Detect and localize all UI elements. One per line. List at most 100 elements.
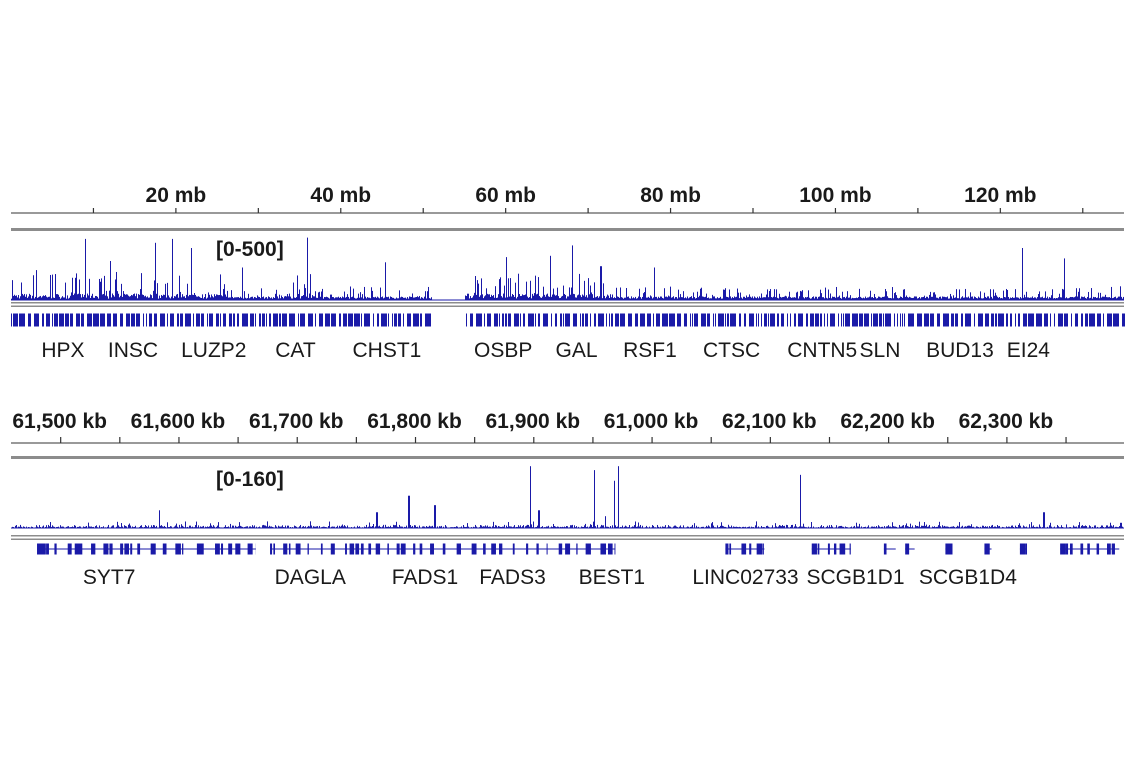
signal-bar xyxy=(468,526,469,528)
signal-bar xyxy=(769,291,770,300)
signal-bar xyxy=(958,526,959,528)
gene-feature-block xyxy=(580,313,581,327)
signal-bar xyxy=(1094,297,1095,300)
signal-bar xyxy=(268,296,269,300)
signal-bar xyxy=(1078,525,1079,528)
signal-bar xyxy=(592,294,593,300)
signal-bar xyxy=(272,298,273,300)
signal-bar xyxy=(753,298,754,300)
signal-bar xyxy=(761,293,762,300)
signal-bar xyxy=(767,289,768,300)
chromosome-view-panel: 20 mb 40 mb 60 mb 80 mb 100 mb 120 mb[0-500]H… xyxy=(11,184,1125,362)
signal-bar xyxy=(1077,296,1078,300)
signal-bar xyxy=(741,297,742,300)
signal-bar xyxy=(827,525,828,528)
signal-bar xyxy=(367,297,368,300)
signal-bar xyxy=(723,526,724,528)
gene-feature-block xyxy=(19,313,25,327)
signal-bar xyxy=(1041,297,1042,300)
signal-bar xyxy=(246,526,247,528)
signal-bar xyxy=(1064,258,1065,300)
signal-bar xyxy=(54,297,55,300)
signal-bar xyxy=(590,285,591,300)
signal-bar xyxy=(798,298,799,300)
signal-bar xyxy=(523,295,524,300)
signal-bar xyxy=(226,296,227,300)
signal-bar xyxy=(474,292,475,300)
signal-bar xyxy=(987,296,988,300)
signal-bar xyxy=(581,297,582,300)
signal-bar xyxy=(176,294,177,300)
signal-bar xyxy=(737,526,738,528)
gene-feature-block xyxy=(1010,313,1012,327)
signal-bar xyxy=(475,275,476,300)
signal-bar xyxy=(77,526,78,528)
signal-bar xyxy=(370,298,371,300)
signal-bar xyxy=(387,297,388,300)
signal-bar xyxy=(571,525,572,528)
signal-bar xyxy=(666,296,667,300)
gene-feature-block xyxy=(824,313,825,327)
signal-bar xyxy=(633,297,634,300)
signal-bar xyxy=(19,298,20,300)
gene-exon-block xyxy=(817,543,820,555)
ruler-tick-label: 40 mb xyxy=(310,184,371,207)
signal-bar xyxy=(326,296,327,300)
signal-bar xyxy=(238,297,239,300)
signal-bar xyxy=(675,525,676,528)
signal-bar xyxy=(728,297,729,300)
signal-bar xyxy=(499,279,500,300)
signal-bar xyxy=(841,525,842,528)
gene-exon-block xyxy=(729,543,732,555)
signal-bar xyxy=(509,296,510,300)
signal-bar xyxy=(959,522,960,528)
signal-bar xyxy=(401,526,402,528)
signal-bar xyxy=(797,291,798,300)
signal-bar xyxy=(683,525,684,528)
signal-bar xyxy=(652,525,653,528)
signal-bar xyxy=(574,294,575,300)
signal-bar xyxy=(970,526,971,528)
signal-bar xyxy=(284,296,285,300)
signal-bar xyxy=(749,294,750,300)
signal-bar xyxy=(336,526,337,528)
gene-feature-block xyxy=(149,313,152,327)
signal-bar xyxy=(876,526,877,528)
signal-bar xyxy=(935,294,936,300)
signal-bar xyxy=(660,296,661,300)
gene-feature-block xyxy=(160,313,165,327)
gene-feature-block xyxy=(815,313,819,327)
signal-bar xyxy=(909,296,910,300)
signal-bar xyxy=(697,291,698,300)
signal-bar xyxy=(524,295,525,300)
signal-bar xyxy=(975,297,976,300)
signal-bar xyxy=(662,526,663,528)
signal-bar xyxy=(50,522,51,528)
signal-bar xyxy=(426,526,427,528)
signal-bar xyxy=(932,296,933,300)
signal-bar xyxy=(17,297,18,300)
signal-bar xyxy=(70,295,71,300)
signal-bar xyxy=(429,298,430,300)
signal-bar xyxy=(94,297,95,300)
gene-feature-block xyxy=(193,313,194,327)
signal-bar xyxy=(626,287,627,300)
signal-bar xyxy=(893,298,894,300)
signal-bar xyxy=(1048,298,1049,300)
signal-bar xyxy=(167,522,168,528)
signal-bar xyxy=(995,526,996,528)
signal-bar xyxy=(128,524,129,528)
signal-bar xyxy=(130,525,131,528)
signal-bar xyxy=(96,296,97,300)
signal-bar xyxy=(853,526,854,528)
signal-bar xyxy=(513,295,514,300)
gene-exon-block xyxy=(396,543,400,555)
signal-bar xyxy=(965,288,966,300)
signal-bar xyxy=(662,297,663,300)
signal-bar xyxy=(341,298,342,300)
signal-bar xyxy=(489,294,490,300)
signal-bar xyxy=(1017,297,1018,300)
signal-bar xyxy=(480,525,481,528)
gene-feature-block xyxy=(1006,313,1008,327)
signal-bar xyxy=(212,526,213,528)
